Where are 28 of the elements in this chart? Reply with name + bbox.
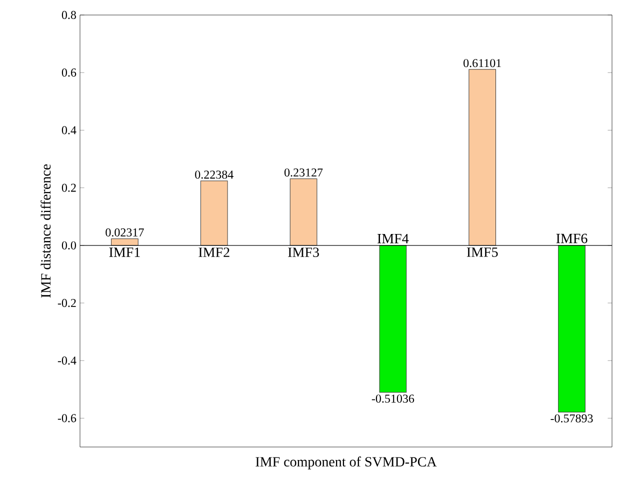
y-tick-label: 0.4 [62,126,76,134]
bar [379,245,407,393]
data-label: 0.23127 [284,168,323,177]
y-tick-label: -0.2 [58,298,76,308]
x-tick-label: IMF1 [109,248,140,257]
data-label: -0.57893 [550,414,593,422]
x-tick-label: IMF4 [378,234,409,244]
y-axis-title: IMF distance difference [40,164,51,298]
y-tick-label: -0.6 [58,414,76,422]
x-tick-label: IMF6 [556,234,588,244]
y-tick-label: -0.4 [58,356,76,365]
x-tick-label: IMF5 [466,248,498,257]
data-label: 0.22384 [195,170,234,179]
data-label: 0.02317 [106,228,144,237]
data-label: -0.51036 [372,394,414,403]
bar [200,180,228,246]
y-tick-label: 0.0 [62,241,76,250]
y-tick-label: 0.8 [62,10,76,20]
x-tick-label: IMF2 [198,248,230,257]
x-tick-label: IMF3 [288,248,319,258]
bar [468,69,496,246]
bar [290,178,318,246]
bar [558,245,586,412]
y-tick-label: 0.2 [62,184,76,192]
x-axis-title: IMF component of SVMD-PCA [256,456,437,470]
data-label: 0.61101 [464,59,501,68]
y-tick-label: 0.6 [62,68,76,77]
bar [111,238,138,246]
